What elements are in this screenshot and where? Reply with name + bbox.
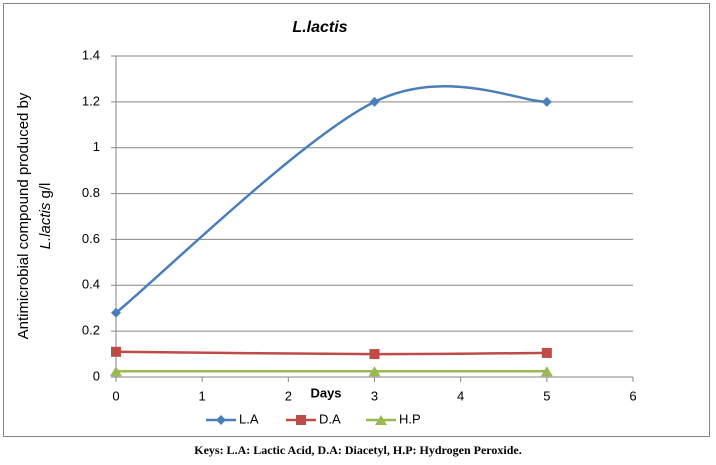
data-point (368, 366, 381, 377)
x-tick-label: 1 (199, 388, 206, 403)
y-axis-label: Antimicrobial compound produced by (15, 92, 32, 339)
y-tick-label: 1.4 (82, 47, 100, 62)
data-point (111, 307, 121, 318)
legend-label: H.P (399, 411, 421, 426)
y-tick-label: 1.2 (82, 93, 100, 108)
data-point (541, 96, 552, 107)
caption: Keys: L.A: Lactic Acid, D.A: Diacetyl, H… (194, 443, 522, 457)
y-axis-label: L.lactis g/l (37, 183, 54, 250)
data-point (369, 349, 380, 360)
x-tick-label: 0 (112, 388, 119, 403)
y-label-part: L.lactis (37, 202, 54, 249)
y-tick-label: 0.4 (82, 277, 100, 292)
y-tick-label: 0.6 (82, 231, 100, 246)
data-point (111, 346, 121, 357)
legend-label: L.A (239, 411, 259, 426)
x-tick-label: 5 (543, 388, 550, 403)
legend-marker (375, 415, 387, 425)
legend-marker (296, 415, 306, 425)
legend-marker (216, 415, 226, 425)
y-label-line: Antimicrobial compound produced by (15, 92, 32, 339)
y-label-part: g/l (37, 183, 54, 199)
x-tick-label: 3 (371, 388, 378, 403)
series-line (115, 85, 547, 314)
y-tick-label: 0 (93, 368, 100, 383)
chart: L.lactis Days Antimicrobial compound pro… (3, 3, 710, 437)
x-tick-label: 2 (285, 388, 292, 403)
y-tick-label: 0.2 (82, 323, 100, 338)
data-point (110, 366, 122, 377)
x-tick-label: 4 (457, 388, 464, 403)
series-line (115, 350, 547, 356)
x-axis-label: Days (310, 385, 341, 400)
x-tick-label: 6 (629, 388, 636, 403)
data-point (540, 366, 553, 377)
data-point (541, 347, 552, 358)
chart-frame (3, 3, 710, 437)
legend-label: D.A (319, 411, 341, 426)
data-point (369, 96, 380, 107)
chart-title: L.lactis (292, 19, 347, 36)
y-tick-label: 0.8 (82, 185, 100, 200)
y-tick-label: 1 (93, 139, 100, 154)
